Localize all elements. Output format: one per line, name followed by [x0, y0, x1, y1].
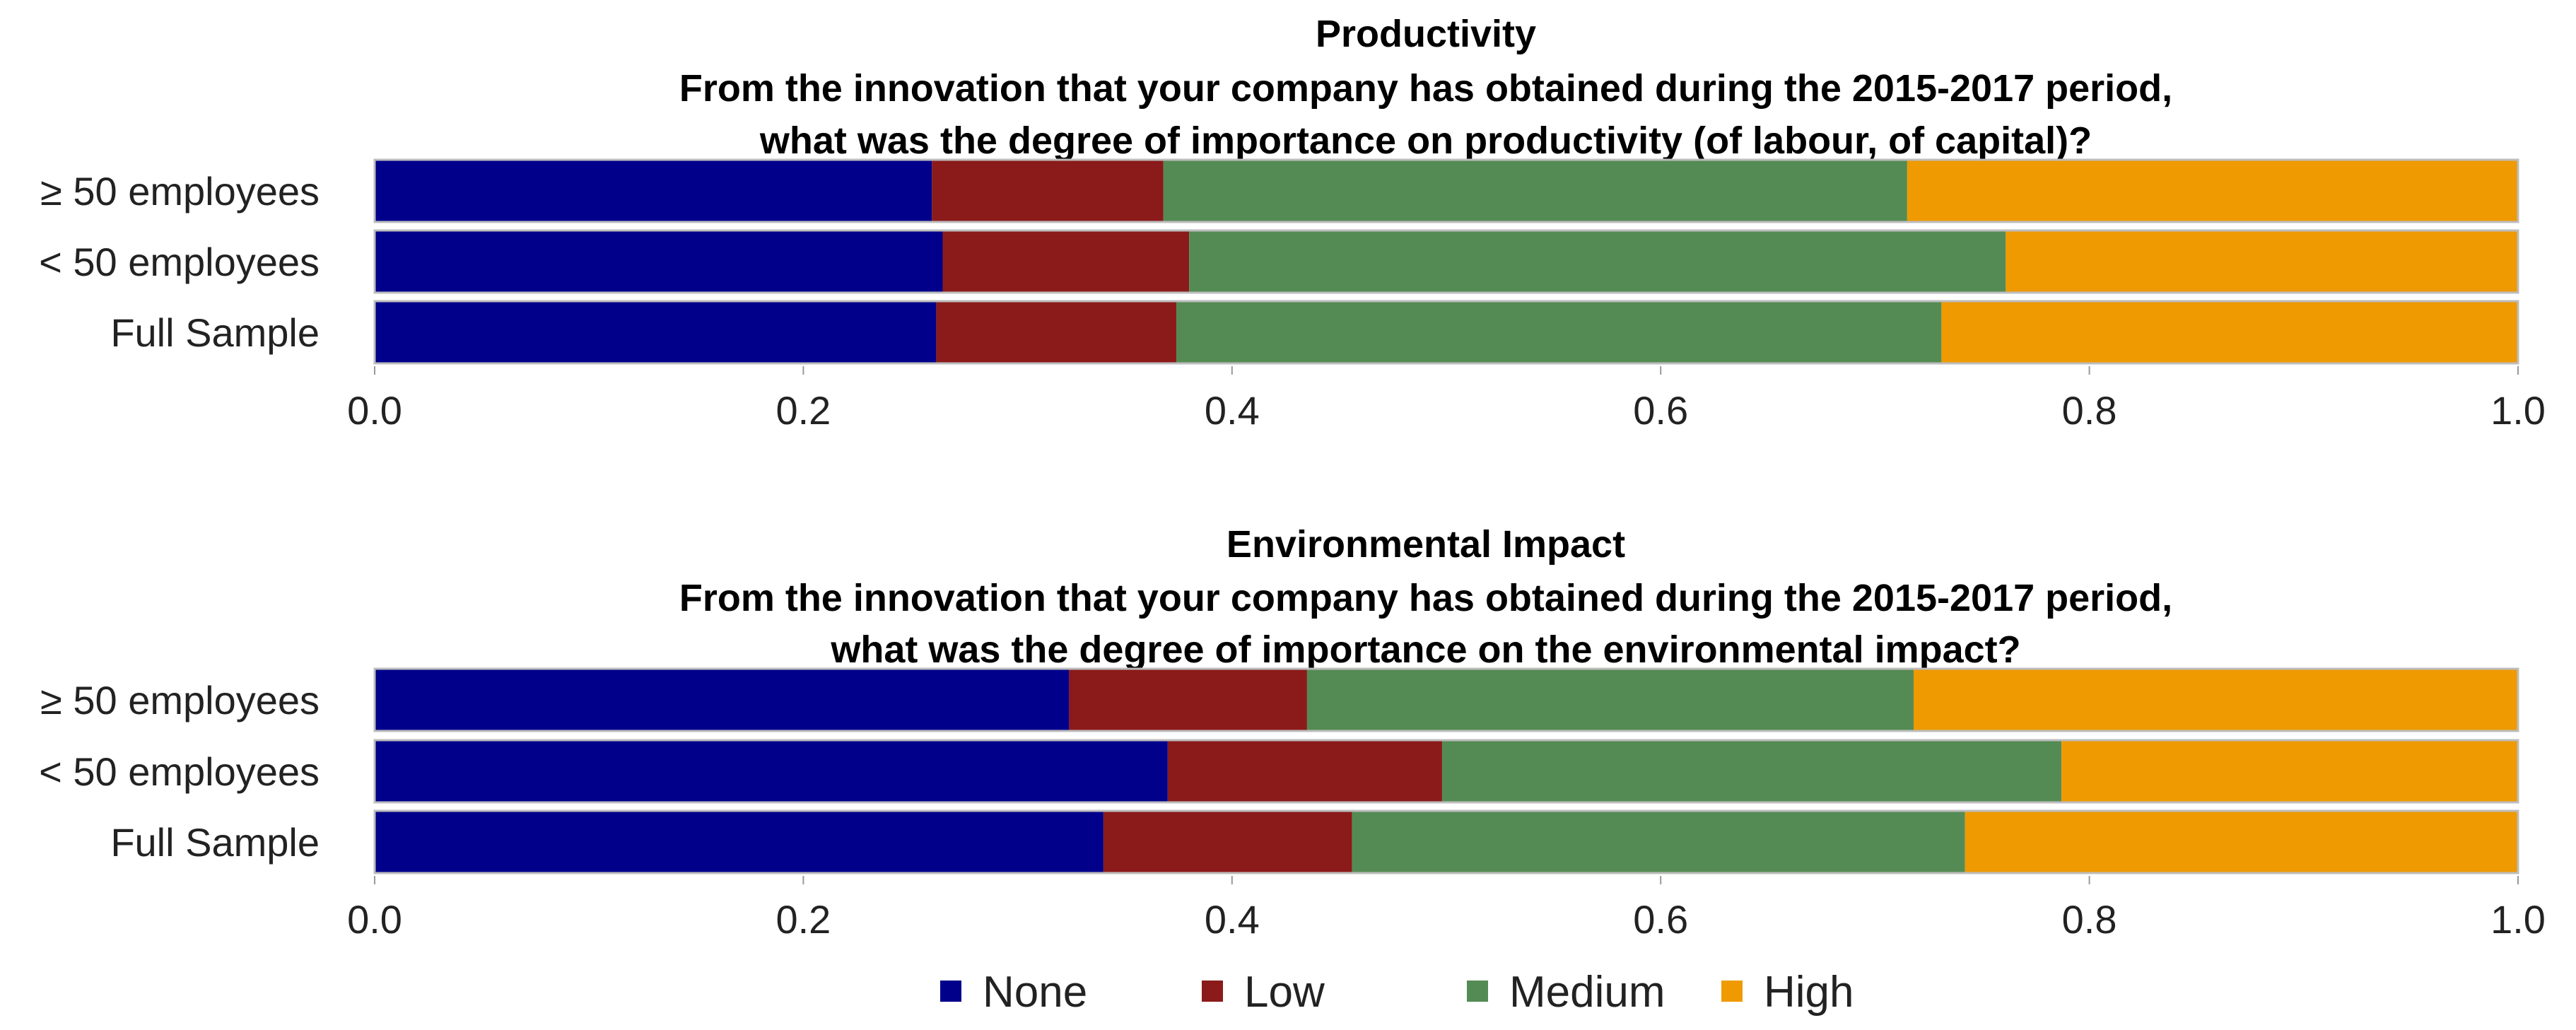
- legend-swatch-high: [1721, 981, 1743, 1002]
- bar-segment-none: [375, 811, 1103, 873]
- x-tick-label: 0.4: [1205, 388, 1260, 433]
- x-tick-label: 0.2: [775, 388, 831, 433]
- bar-segment-medium: [1441, 740, 2062, 802]
- bar-segment-medium: [1306, 669, 1914, 731]
- bar-segment-high: [1907, 160, 2518, 222]
- legend-label-medium: Medium: [1509, 968, 1665, 1017]
- bar-segment-none: [375, 669, 1070, 731]
- legend-swatch-low: [1202, 981, 1223, 1002]
- chart-title-2: Environmental Impact: [1226, 523, 1625, 566]
- bar-outline: [373, 158, 2519, 223]
- category-label: Full Sample: [110, 310, 320, 355]
- bar-segment-high: [1913, 669, 2518, 731]
- bar-segment-high: [1941, 301, 2518, 363]
- bar-segment-none: [375, 740, 1168, 802]
- chart-subtitle-line: From the innovation that your company ha…: [679, 577, 2172, 619]
- bar-outline: [373, 667, 2519, 732]
- x-tick-label: 1.0: [2490, 897, 2546, 942]
- x-tick-label: 0.8: [2062, 388, 2117, 433]
- bar-outline: [373, 809, 2519, 874]
- bar-outline: [373, 739, 2519, 804]
- x-tick-label: 0.6: [1633, 388, 1688, 433]
- x-tick-label: 0.8: [2062, 897, 2117, 942]
- bar-segment-low: [942, 230, 1190, 293]
- bar-segment-none: [375, 230, 943, 293]
- x-tick-label: 0.2: [775, 897, 831, 942]
- bar-segment-low: [1069, 669, 1307, 731]
- bar-outline: [373, 300, 2519, 365]
- bar-segment-low: [936, 301, 1176, 363]
- chart-title-1: Productivity: [1316, 13, 1536, 55]
- legend-swatch-none: [940, 981, 961, 1002]
- x-tick-label: 1.0: [2490, 388, 2546, 433]
- legend-label-none: None: [983, 968, 1087, 1017]
- chart-subtitle-line: From the innovation that your company ha…: [679, 67, 2172, 110]
- category-label: < 50 employees: [39, 240, 320, 284]
- legend-swatch-medium: [1467, 981, 1488, 1002]
- x-tick-label: 0.4: [1205, 897, 1260, 942]
- bar-segment-medium: [1163, 160, 1907, 222]
- chart-subtitle-line: what was the degree of importance on pro…: [759, 119, 2092, 162]
- chart-subtitle-line: what was the degree of importance on the…: [830, 628, 2020, 671]
- category-label: ≥ 50 employees: [40, 169, 320, 213]
- bar-segment-none: [375, 301, 937, 363]
- legend-label-high: High: [1764, 968, 1854, 1017]
- legend-label-low: Low: [1244, 968, 1325, 1017]
- bar-segment-medium: [1176, 301, 1942, 363]
- bar-segment-high: [2006, 230, 2518, 293]
- x-tick-label: 0.0: [347, 388, 402, 433]
- bar-segment-high: [2061, 740, 2518, 802]
- x-tick-label: 0.6: [1633, 897, 1688, 942]
- x-tick-label: 0.0: [347, 897, 402, 942]
- bar-segment-low: [1167, 740, 1442, 802]
- bar-segment-low: [1103, 811, 1352, 873]
- bar-segment-medium: [1352, 811, 1965, 873]
- bar-segment-low: [932, 160, 1164, 222]
- bar-segment-medium: [1189, 230, 2006, 293]
- bar-segment-none: [375, 160, 932, 222]
- category-label: ≥ 50 employees: [40, 678, 320, 722]
- bar-outline: [373, 229, 2519, 294]
- category-label: < 50 employees: [39, 749, 320, 794]
- category-label: Full Sample: [110, 820, 320, 865]
- bar-segment-high: [1965, 811, 2518, 873]
